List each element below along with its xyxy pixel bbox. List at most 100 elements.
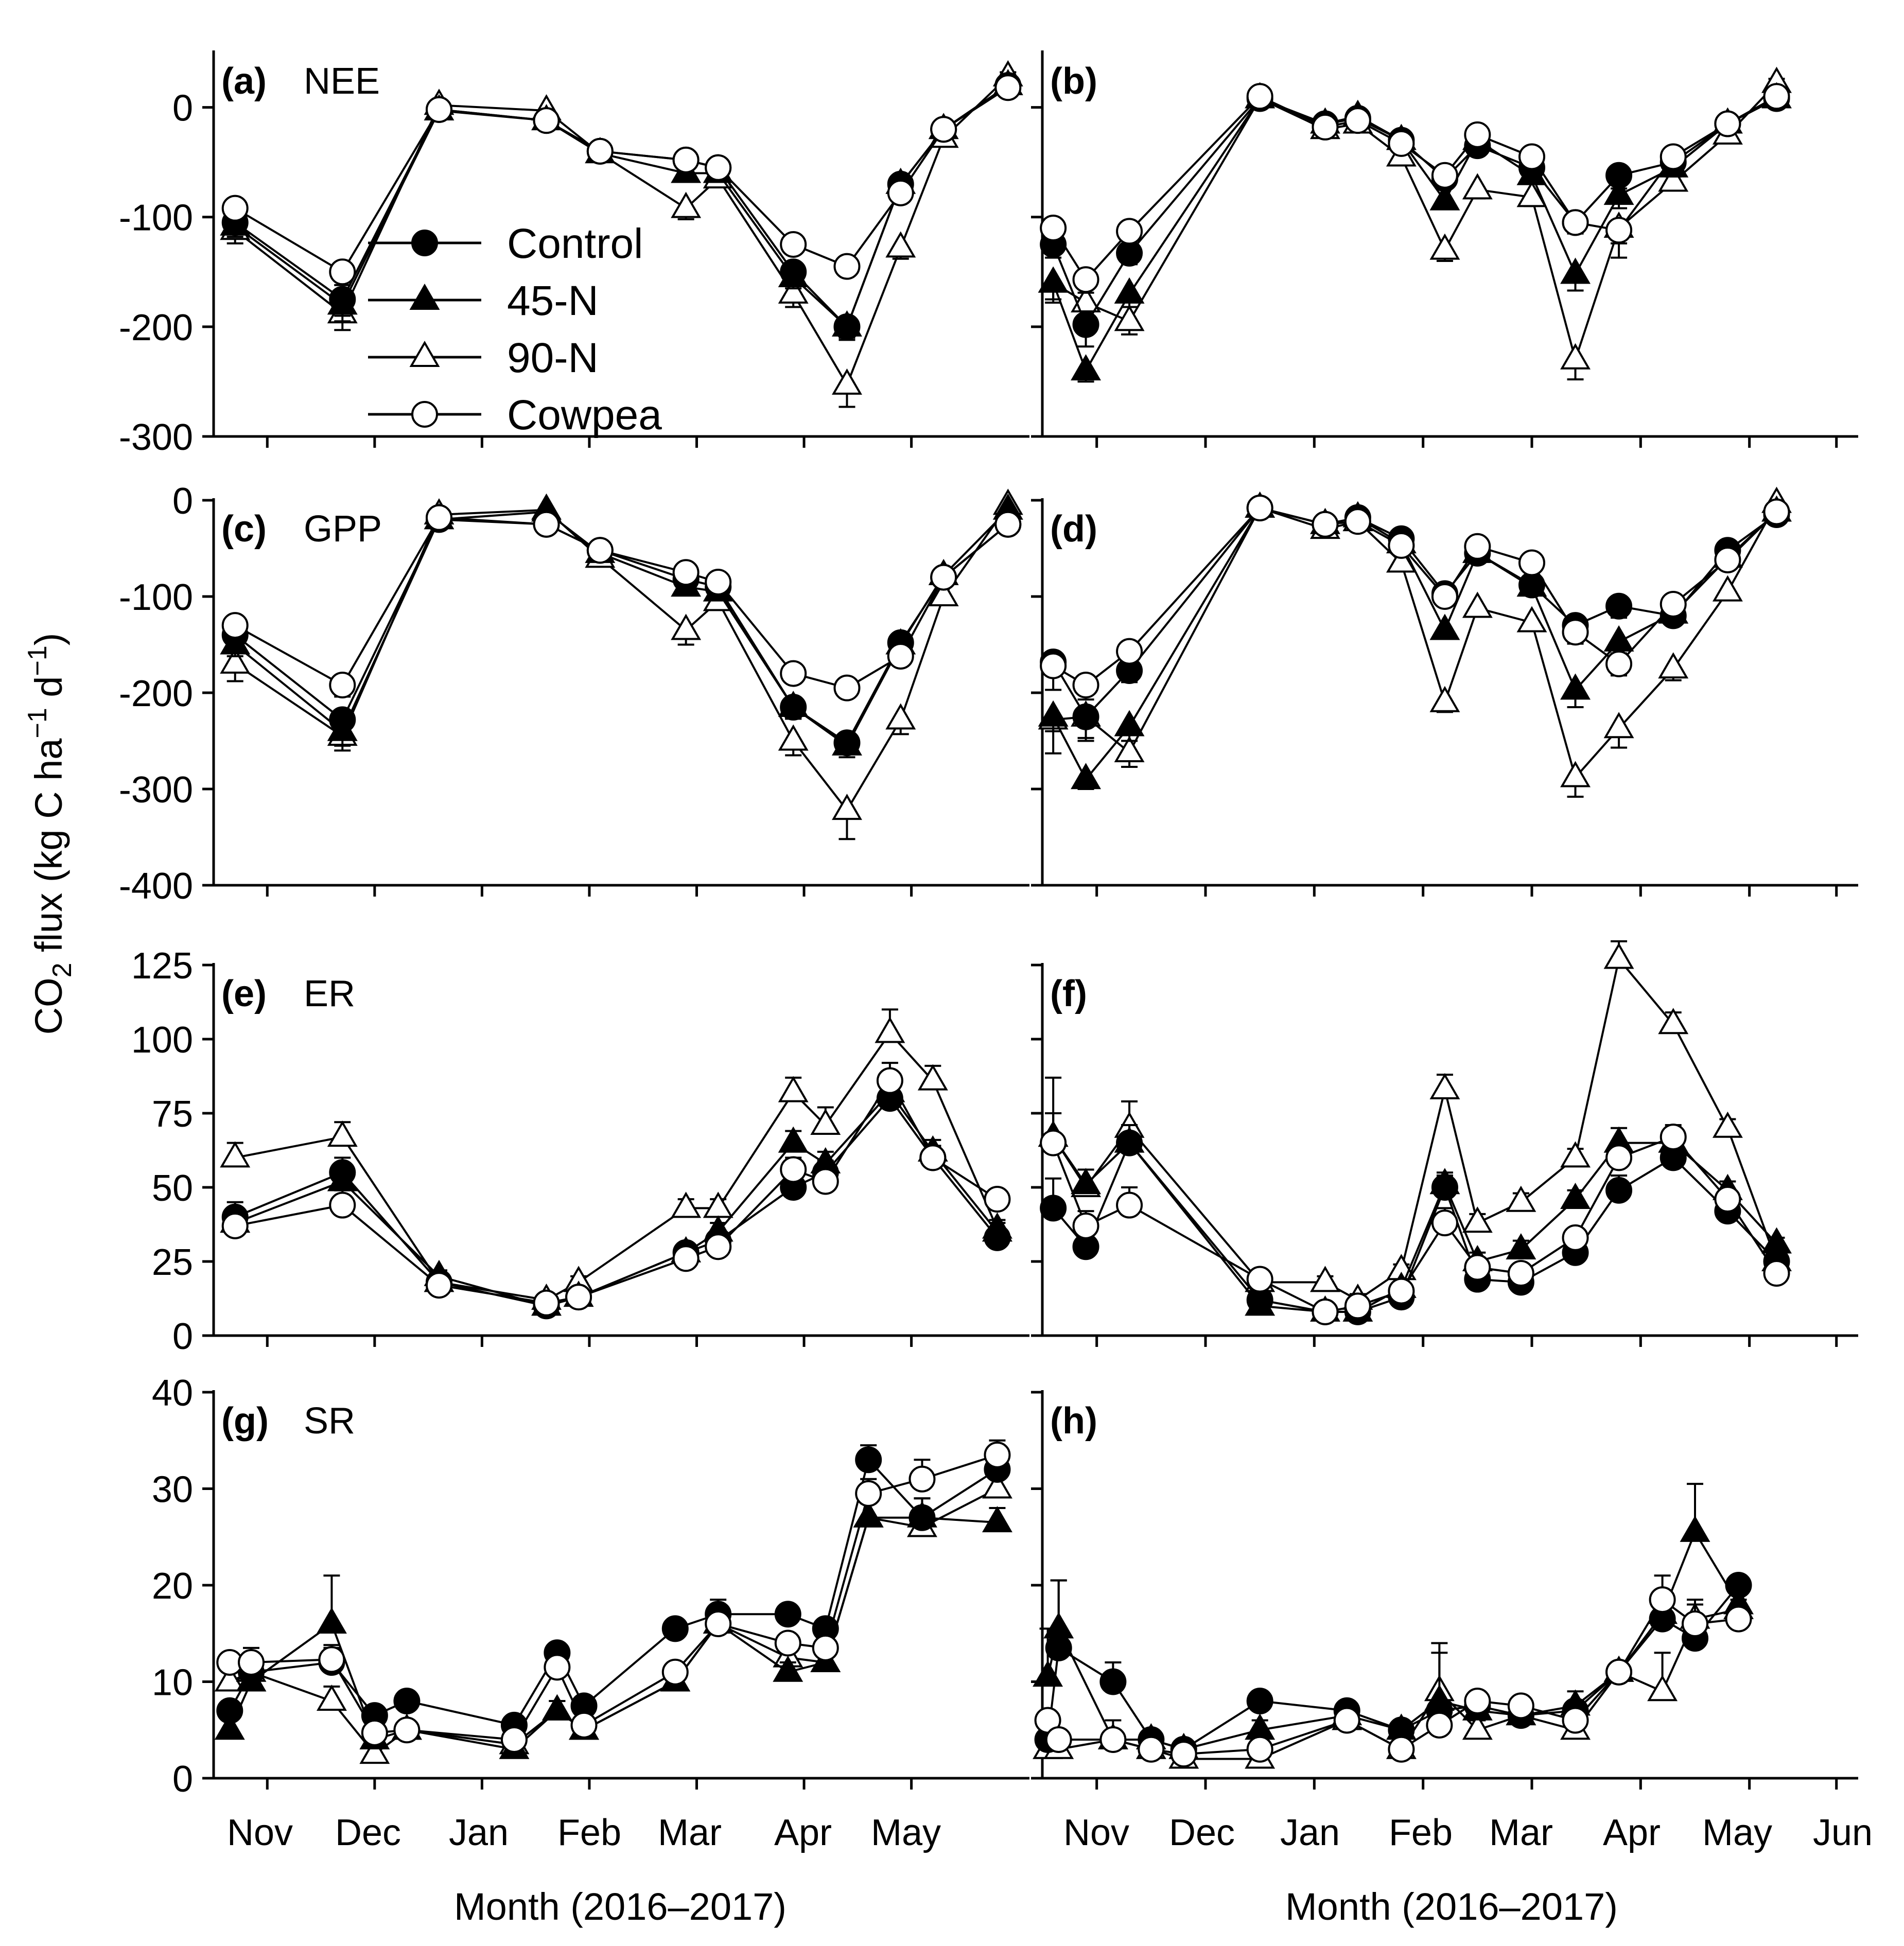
data-point [780, 694, 807, 721]
x-tick-label: Apr [774, 1812, 832, 1853]
data-point [1429, 613, 1460, 640]
data-point [1518, 549, 1545, 576]
panel-g: 0 10 20 30 40 Nov Dec Jan Feb Mar Apr May (g) SR [152, 1373, 1029, 1853]
data-point [327, 1120, 358, 1147]
series-90n [220, 1008, 1012, 1310]
series-line [229, 1458, 998, 1727]
data-point [1245, 1713, 1276, 1740]
data-point [774, 1601, 801, 1628]
data-point [982, 1472, 1012, 1499]
series-cowpea [1040, 83, 1790, 294]
data-point [1562, 1707, 1589, 1734]
data-point [1605, 217, 1633, 244]
data-point [318, 1646, 345, 1673]
data-point [329, 1191, 356, 1219]
data-point [1560, 1141, 1591, 1168]
data-point [533, 511, 560, 538]
data-point [984, 1441, 1011, 1468]
series-line [235, 1078, 998, 1304]
series-line [1053, 502, 1778, 780]
y-tick-label: 0 [172, 88, 193, 129]
data-point [919, 1144, 947, 1171]
data-point [1072, 1212, 1099, 1239]
data-point [780, 258, 807, 286]
data-point [1603, 625, 1634, 652]
data-point [887, 179, 914, 206]
x-tick-label: Jun [1813, 1812, 1873, 1853]
data-point [1714, 546, 1741, 573]
data-point [1516, 606, 1547, 633]
data-point [1562, 1224, 1589, 1251]
data-point [393, 1716, 421, 1744]
data-point [1114, 277, 1145, 304]
data-point [994, 74, 1022, 101]
data-point [1725, 1605, 1752, 1633]
data-point [1388, 1277, 1415, 1305]
panel-h: Nov Dec Jan Feb Mar Apr May Jun (h) [1031, 1390, 1873, 1853]
data-point [1429, 184, 1460, 211]
data-point [1464, 533, 1491, 560]
data-point [778, 1126, 809, 1153]
panel-f: (f) [1031, 940, 1858, 1347]
data-point [876, 1067, 903, 1094]
data-point [1763, 83, 1790, 110]
data-point [778, 724, 809, 751]
data-point [982, 1506, 1012, 1533]
data-point [909, 1504, 936, 1531]
panel-name: NEE [304, 61, 380, 102]
y-tick-label: -200 [119, 307, 193, 348]
x-tick-label: Feb [1389, 1812, 1453, 1853]
data-point [1116, 638, 1143, 665]
data-point [1429, 1073, 1460, 1099]
y-tick-label: 25 [152, 1242, 193, 1283]
data-point [1429, 686, 1460, 712]
x-tick-label: Nov [227, 1812, 293, 1853]
data-point [1045, 1634, 1072, 1661]
data-point [1516, 181, 1547, 207]
data-point [329, 286, 356, 313]
data-point [773, 1655, 803, 1682]
data-point [1333, 1707, 1360, 1734]
data-point [1605, 1144, 1633, 1171]
data-point [1660, 590, 1687, 618]
data-point [1072, 311, 1099, 338]
x-tick-label: Nov [1063, 1812, 1129, 1853]
data-point [672, 146, 700, 173]
x-tick-label: May [1702, 1812, 1772, 1853]
series-line [230, 1453, 998, 1741]
data-point [812, 1634, 839, 1661]
data-point [1312, 511, 1339, 538]
series-45n [214, 1497, 1012, 1759]
data-point [705, 568, 732, 595]
y-tick-label: 0 [172, 1316, 193, 1357]
data-point [1071, 354, 1101, 381]
data-point [1658, 652, 1689, 679]
data-point [780, 231, 807, 258]
data-point [216, 1697, 243, 1724]
data-point [1462, 1713, 1493, 1740]
data-point [565, 1284, 592, 1311]
panel-tag: (c) [221, 509, 267, 550]
data-point [1388, 532, 1415, 559]
y-tick-label: -100 [119, 577, 193, 618]
data-point [661, 1615, 689, 1642]
data-point [984, 1224, 1011, 1251]
data-point [1072, 672, 1099, 699]
data-point [1464, 1254, 1491, 1281]
series-90n [1038, 486, 1792, 798]
series-line [1046, 1584, 1740, 1750]
data-point [1562, 619, 1589, 646]
data-point [359, 1738, 390, 1764]
data-point [810, 1109, 841, 1135]
data-point [930, 116, 957, 143]
panel-b: (b) [1031, 50, 1858, 448]
data-point [994, 511, 1022, 538]
data-point [1507, 1260, 1534, 1287]
data-point [1462, 591, 1493, 618]
data-point [885, 231, 916, 258]
data-point [1038, 700, 1069, 727]
legend: Control 45-N 90-N Cowpea [368, 220, 662, 439]
data-point [1560, 673, 1591, 700]
data-point [1040, 1195, 1067, 1222]
series-line [1052, 506, 1777, 781]
